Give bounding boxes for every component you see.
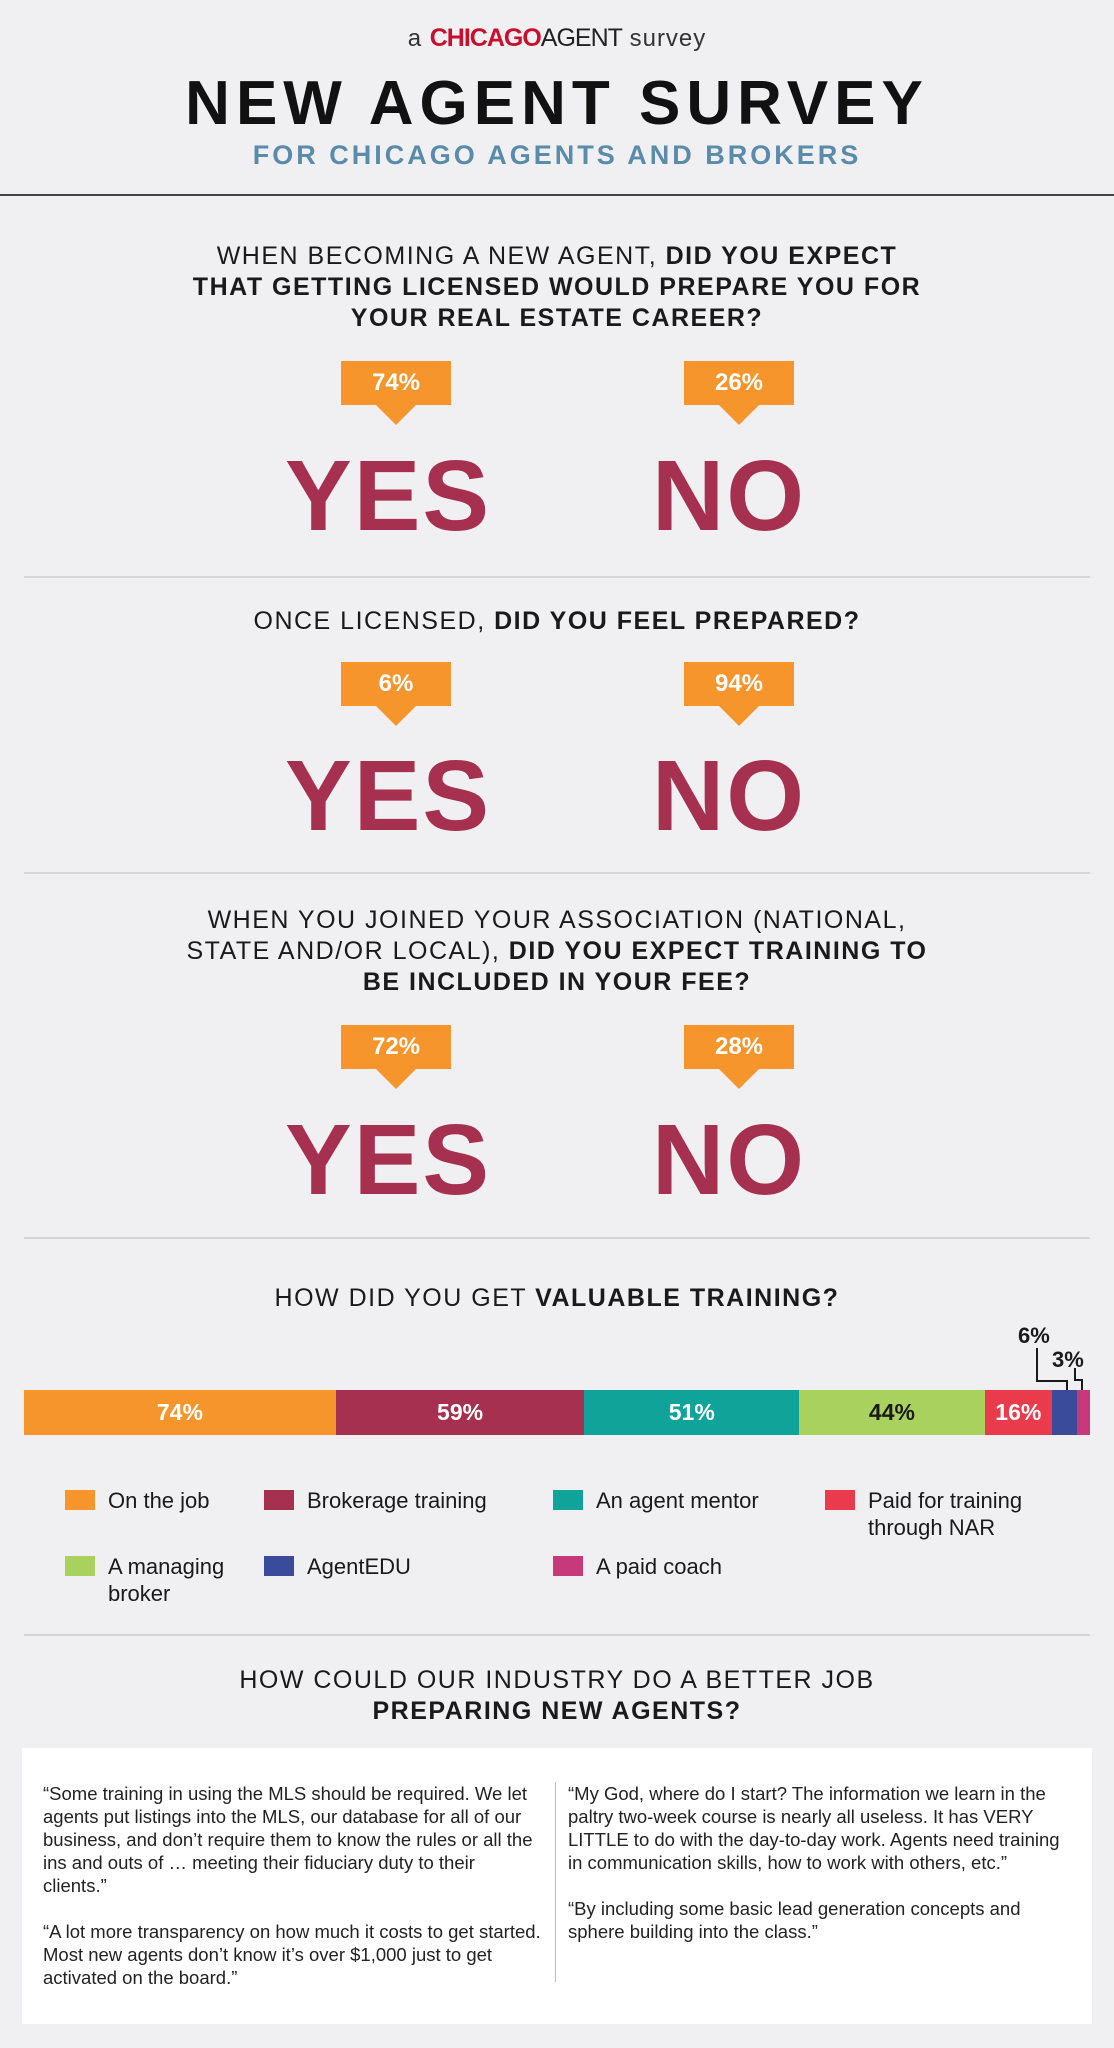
quote: “My God, where do I start? The informati…: [568, 1783, 1060, 1873]
q2-yes-percent: 6%: [341, 662, 451, 726]
legend-swatch-agentedu: [264, 1556, 294, 1576]
q1-yes-label: YES: [285, 440, 492, 552]
legend-agent-mentor: An agent mentor: [596, 1488, 759, 1513]
bar-segment-a-managing-broker: 44%: [799, 1390, 985, 1435]
q3-no-label: NO: [652, 1104, 806, 1216]
callout-agentedu: 6%: [1018, 1323, 1050, 1348]
bar-segment-an-agent-mentor: 51%: [584, 1390, 800, 1435]
divider: [24, 872, 1090, 874]
question-3: WHEN YOU JOINED YOUR ASSOCIATION (NATION…: [186, 906, 928, 996]
q3-no-percent: 28%: [684, 1025, 794, 1089]
brand-line: a CHICAGOAGENT survey: [0, 24, 1114, 53]
header: a CHICAGOAGENT survey NEW AGENT SURVEY F…: [0, 0, 1114, 196]
q3-yes-percent: 72%: [341, 1025, 451, 1089]
q3-yes-label: YES: [285, 1104, 492, 1216]
divider: [24, 1634, 1090, 1636]
legend-brokerage-training: Brokerage training: [307, 1488, 487, 1513]
quotes-right: “My God, where do I start? The informati…: [568, 1782, 1078, 1966]
quotes-panel: “Some training in using the MLS should b…: [22, 1748, 1092, 2024]
bar-data-label: 51%: [668, 1399, 715, 1425]
callout-leaders: [1036, 1348, 1083, 1390]
page-subtitle: FOR CHICAGO AGENTS AND BROKERS: [252, 140, 862, 170]
industry-question: HOW COULD OUR INDUSTRY DO A BETTER JOB P…: [239, 1666, 875, 1725]
bar-data-label: 74%: [156, 1399, 203, 1425]
legend-swatch-managing-broker: [65, 1556, 95, 1576]
quotes-left: “Some training in using the MLS should b…: [43, 1782, 543, 2012]
legend-agentedu: AgentEDU: [307, 1554, 411, 1579]
divider: [24, 1237, 1090, 1239]
question-2: ONCE LICENSED, DID YOU FEEL PREPARED?: [253, 607, 861, 635]
q1-no-percent: 26%: [684, 361, 794, 425]
bar-data-label: 16%: [995, 1399, 1042, 1425]
bar-data-label: 44%: [868, 1399, 915, 1425]
q2-yes-label: YES: [285, 740, 492, 852]
quotes-divider: [555, 1782, 556, 1982]
q1-no-label: NO: [652, 440, 806, 552]
bar-segment-a-paid-coach: [1077, 1390, 1090, 1435]
quote: “A lot more transparency on how much it …: [43, 1921, 541, 1988]
brand-pre: a: [407, 25, 423, 52]
question-1: WHEN BECOMING A NEW AGENT, DID YOU EXPEC…: [192, 242, 922, 332]
legend-paid-coach: A paid coach: [596, 1554, 722, 1579]
divider: [24, 576, 1090, 578]
legend-swatch-paid-nar: [825, 1490, 855, 1510]
legend-swatch-brokerage-training: [264, 1490, 294, 1510]
legend-swatch-agent-mentor: [553, 1490, 583, 1510]
training-question: HOW DID YOU GET VALUABLE TRAINING?: [274, 1284, 840, 1312]
q2-no-percent: 94%: [684, 662, 794, 726]
legend-swatch-paid-coach: [553, 1556, 583, 1576]
quote: “By including some basic lead generation…: [568, 1898, 1021, 1942]
stacked-training-bar: 74% 59% 51% 44% 16%: [24, 1390, 1090, 1435]
legend-swatch-on-the-job: [65, 1490, 95, 1510]
callout-paid-coach: 3%: [1052, 1347, 1084, 1372]
brand-post: survey: [629, 25, 707, 52]
bar-segment-paid-for-training-through-nar: 16%: [984, 1390, 1053, 1435]
legend-on-the-job: On the job: [108, 1488, 210, 1513]
bar-segment-on-the-job: 74%: [24, 1390, 336, 1435]
legend-managing-broker: A managing broker: [108, 1554, 225, 1606]
quote: “Some training in using the MLS should b…: [43, 1783, 533, 1896]
bar-segment-brokerage-training: 59%: [335, 1390, 585, 1435]
bar-data-label: 59%: [437, 1399, 484, 1425]
q2-no-label: NO: [652, 740, 806, 852]
q1-yes-percent: 74%: [341, 361, 451, 425]
page-title: NEW AGENT SURVEY: [185, 69, 929, 138]
bar-segment-agentedu: [1052, 1390, 1078, 1435]
legend-paid-nar: Paid for training through NAR: [868, 1488, 1023, 1540]
chicago-agent-logo: CHICAGOAGENT: [429, 24, 623, 52]
